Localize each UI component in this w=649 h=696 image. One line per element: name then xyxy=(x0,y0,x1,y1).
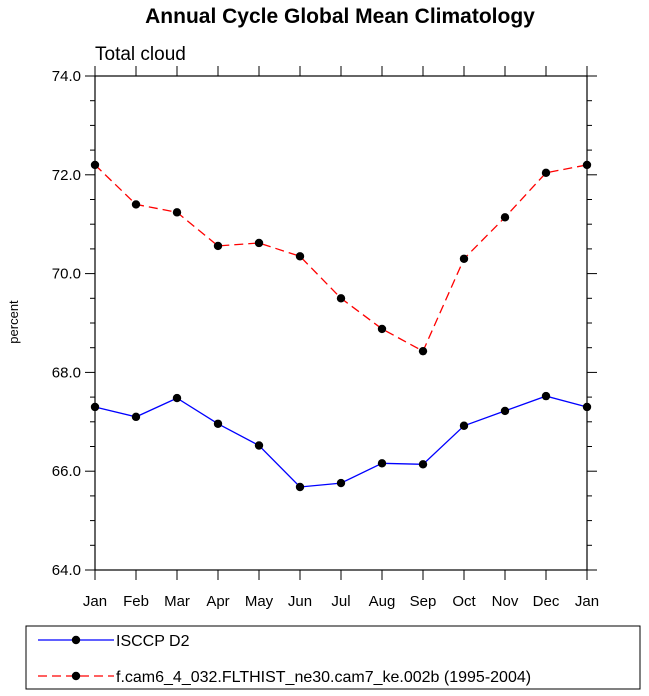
series-0-point xyxy=(213,419,223,428)
series-1-point xyxy=(254,238,264,248)
chart-subtitle: Total cloud xyxy=(95,44,186,65)
x-tick-label: Aug xyxy=(369,593,396,610)
series-1-point xyxy=(213,241,223,251)
x-tick-label: Apr xyxy=(206,593,229,610)
x-tick-label: May xyxy=(245,593,274,610)
y-tick-label: 68.0 xyxy=(52,364,81,381)
series-0-point xyxy=(541,391,551,401)
series-0-point xyxy=(500,406,510,416)
series-0-point xyxy=(90,402,100,412)
series-0-point xyxy=(377,459,387,468)
legend-marker-model xyxy=(71,671,81,681)
x-tick-label: Oct xyxy=(452,593,476,610)
series-0-point xyxy=(295,482,305,492)
y-tick-label: 70.0 xyxy=(52,266,81,283)
x-tick-label: Jul xyxy=(331,593,350,610)
series-layer xyxy=(90,160,592,492)
legend-label-model: f.cam6_4_032.FLTHIST_ne30.cam7_ke.002b (… xyxy=(116,669,531,686)
series-0-point xyxy=(459,421,469,430)
series-1-point xyxy=(418,346,428,356)
x-tick-label: Jan xyxy=(83,593,107,610)
y-tick-label: 66.0 xyxy=(52,463,81,480)
series-0-point xyxy=(131,412,141,422)
series-1-point xyxy=(541,168,551,178)
axis-ticks xyxy=(85,66,597,580)
y-axis-label: percent xyxy=(6,300,21,344)
series-0-point xyxy=(172,393,182,403)
legend: ISCCP D2 f.cam6_4_032.FLTHIST_ne30.cam7_… xyxy=(25,625,641,690)
y-tick-label: 64.0 xyxy=(52,562,81,579)
x-tick-label: Sep xyxy=(410,593,437,610)
series-line-0 xyxy=(94,395,588,488)
series-0-point xyxy=(418,460,428,469)
series-0-point xyxy=(336,478,346,488)
legend-marker-isccp xyxy=(71,635,81,645)
chart-title: Annual Cycle Global Mean Climatology xyxy=(145,5,535,28)
legend-label-isccp: ISCCP D2 xyxy=(116,633,190,650)
series-1-point xyxy=(172,208,182,217)
series-1-point xyxy=(90,160,100,170)
series-line-1 xyxy=(94,164,588,353)
series-1-point xyxy=(131,200,141,209)
x-tick-label: Nov xyxy=(492,593,519,610)
series-0-point xyxy=(254,441,264,450)
y-tick-label: 72.0 xyxy=(52,167,81,184)
series-0-point xyxy=(582,402,592,412)
x-tick-label: Dec xyxy=(533,593,560,610)
x-tick-label: Feb xyxy=(123,593,149,610)
x-tick-labels: Jan Feb Mar Apr May Jun Jul Aug Sep Oct Nov Dec Jan xyxy=(83,593,599,610)
x-tick-label: Jan xyxy=(575,593,599,610)
series-1-point xyxy=(377,324,387,334)
series-1-point xyxy=(295,252,305,261)
plot-frame xyxy=(94,75,588,571)
x-tick-label: Jun xyxy=(288,593,312,610)
series-1-point xyxy=(336,294,346,303)
y-tick-label: 74.0 xyxy=(52,68,81,85)
legend-box xyxy=(25,625,641,690)
series-1-point xyxy=(500,213,510,222)
x-tick-label: Mar xyxy=(164,593,190,610)
y-tick-labels: 64.0 66.0 68.0 70.0 72.0 74.0 xyxy=(52,68,81,579)
series-1-point xyxy=(582,160,592,170)
series-1-point xyxy=(459,254,469,263)
